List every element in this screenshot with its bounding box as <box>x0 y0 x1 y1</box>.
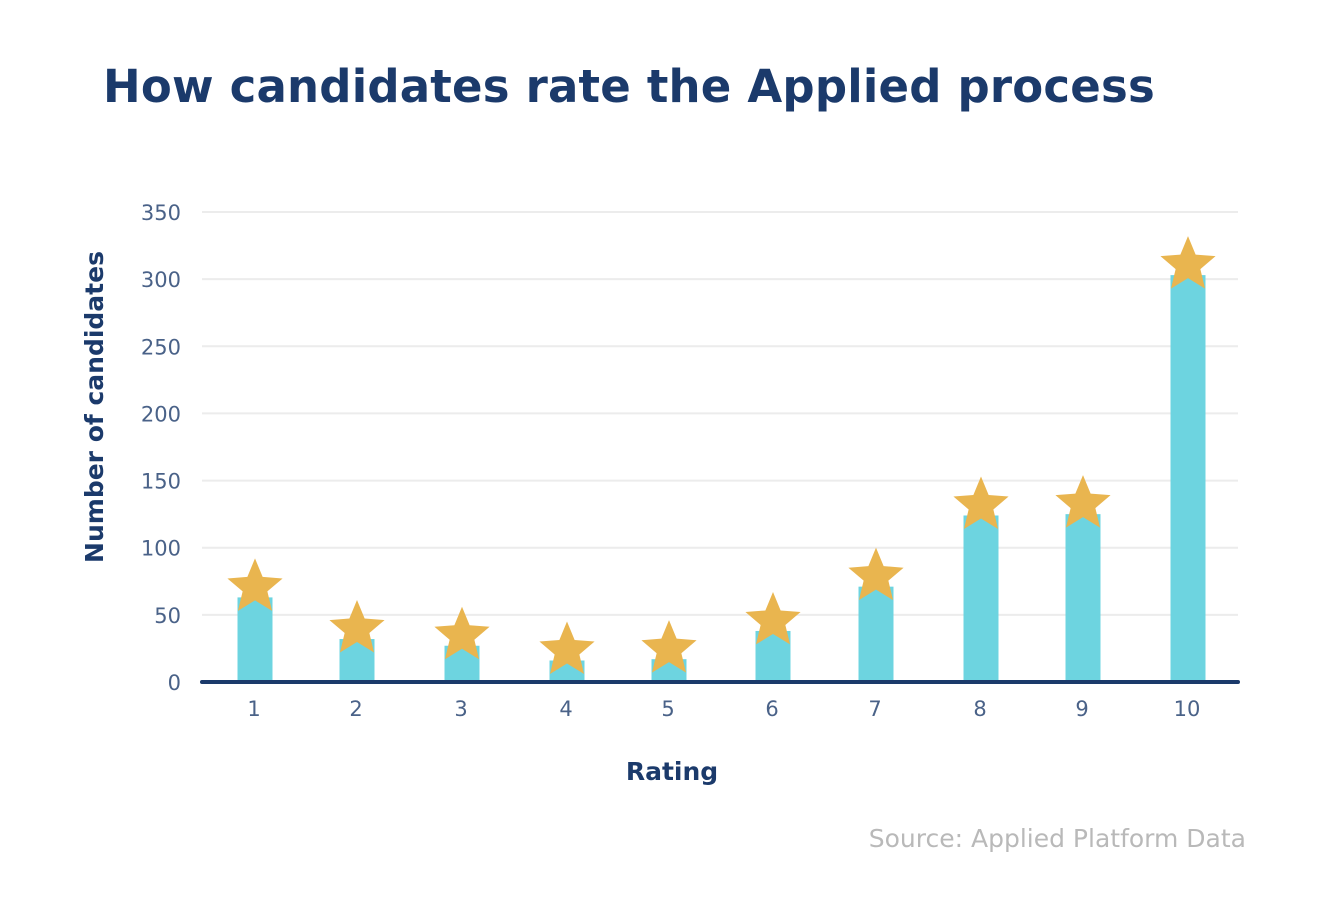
x-tick-label: 4 <box>559 697 572 721</box>
star-marker <box>641 620 697 673</box>
bar <box>237 597 273 682</box>
bar <box>858 586 894 682</box>
chart-title: How candidates rate the Applied process <box>103 60 1155 113</box>
x-tick-label: 7 <box>868 697 881 721</box>
x-tick-label: 1 <box>247 697 260 721</box>
x-tick-label: 2 <box>349 697 362 721</box>
y-tick-label: 100 <box>141 537 181 561</box>
bar <box>1170 275 1206 682</box>
y-tick-label: 350 <box>141 201 181 225</box>
y-tick-label: 250 <box>141 335 181 359</box>
x-tick-label: 3 <box>454 697 467 721</box>
y-tick-label: 200 <box>141 402 181 426</box>
x-tick-label: 10 <box>1174 697 1201 721</box>
x-tick-label: 8 <box>973 697 986 721</box>
star-markers <box>227 236 1216 674</box>
star-marker <box>953 476 1009 529</box>
x-tick-label: 5 <box>661 697 674 721</box>
star-marker <box>329 600 385 653</box>
source-note: Source: Applied Platform Data <box>868 824 1246 853</box>
grid-lines <box>202 211 1238 616</box>
star-marker <box>1055 475 1111 528</box>
y-tick-label: 150 <box>141 470 181 494</box>
x-tick-label: 9 <box>1075 697 1088 721</box>
x-tick-label: 6 <box>765 697 778 721</box>
star-marker <box>227 558 283 611</box>
bar <box>963 515 999 682</box>
star-marker <box>1160 236 1216 289</box>
x-axis-tick-labels: 1 2 3 4 5 6 7 8 9 10 <box>247 697 1200 721</box>
y-axis-tick-labels: 0 50 100 150 200 250 300 350 <box>141 201 181 695</box>
star-marker <box>434 606 490 660</box>
star-marker <box>539 621 595 674</box>
x-axis-title: Rating <box>626 757 718 786</box>
y-tick-label: 50 <box>154 604 181 628</box>
star-marker <box>848 547 904 601</box>
star-marker <box>745 591 801 645</box>
y-tick-label: 300 <box>141 268 181 292</box>
bar <box>1065 514 1101 682</box>
y-axis-title: Number of candidates <box>80 251 109 563</box>
y-tick-label: 0 <box>168 671 181 695</box>
